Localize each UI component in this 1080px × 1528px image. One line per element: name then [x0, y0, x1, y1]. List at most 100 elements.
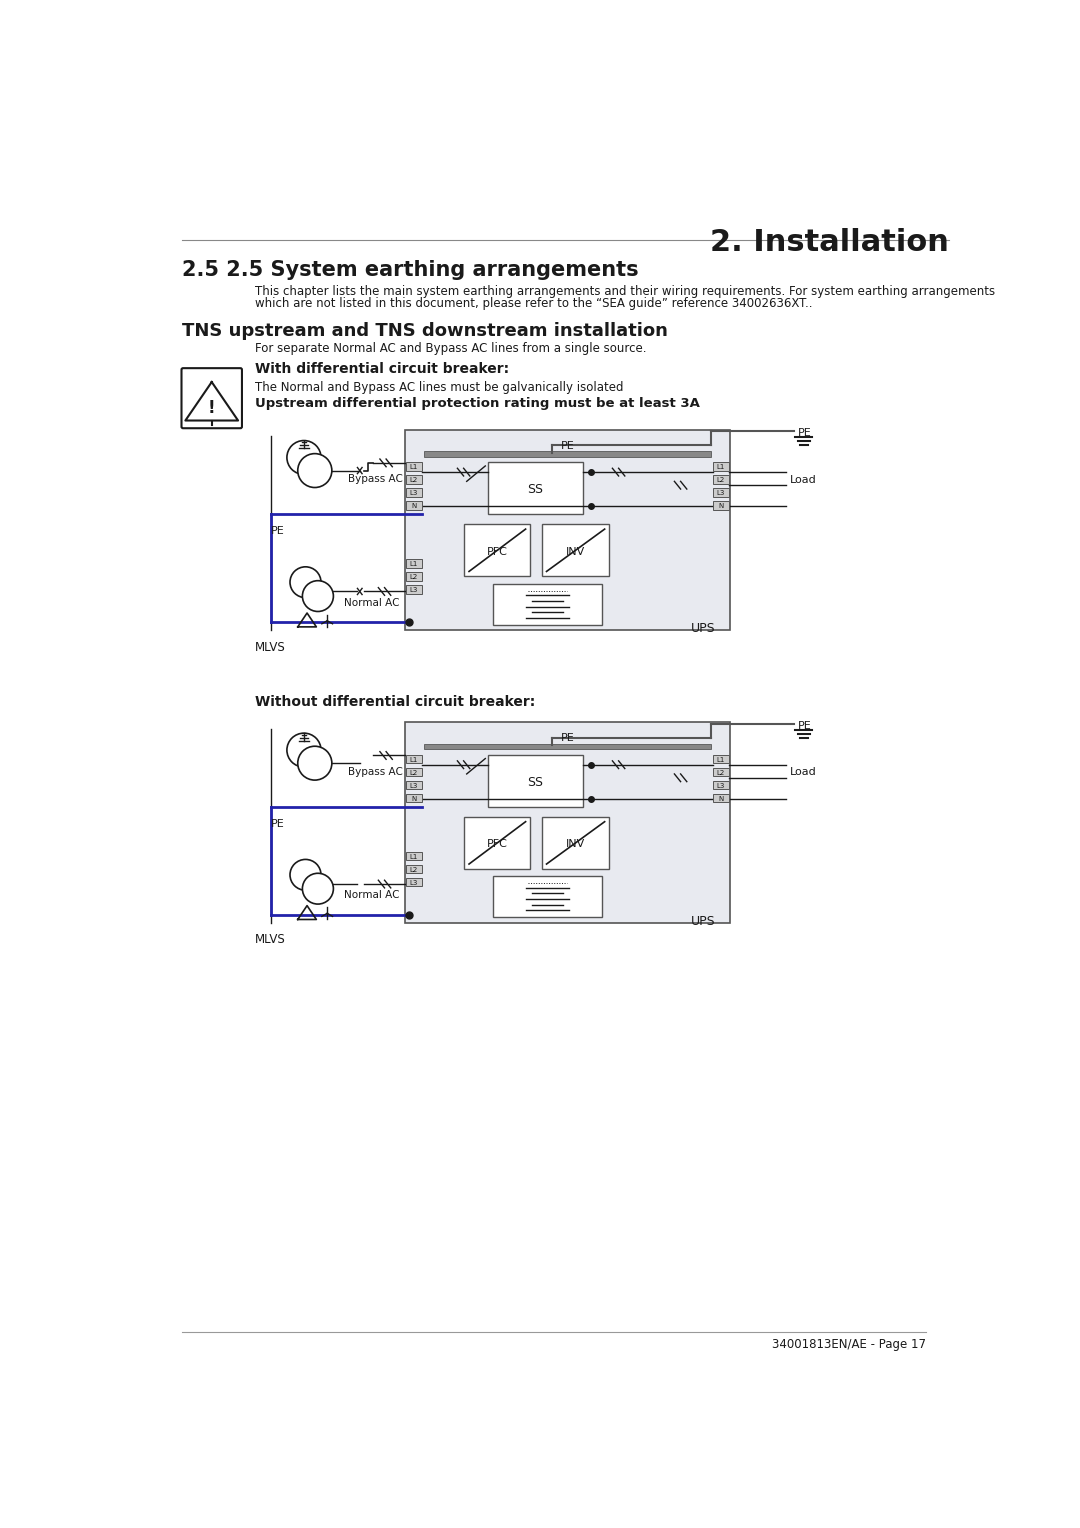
Bar [406, 571, 422, 581]
Bar [713, 475, 729, 484]
Circle shape [302, 581, 334, 611]
Bar [713, 501, 729, 510]
Text: Bypass AC: Bypass AC [348, 474, 403, 484]
Text: The Normal and Bypass AC lines must be galvanically isolated: The Normal and Bypass AC lines must be g… [255, 382, 623, 394]
Text: L3: L3 [409, 782, 418, 788]
Text: PE: PE [271, 526, 284, 536]
Text: L1: L1 [409, 561, 418, 567]
Text: L3: L3 [409, 587, 418, 593]
Text: L1: L1 [717, 465, 725, 471]
Text: UPS: UPS [691, 622, 715, 636]
Text: L1: L1 [409, 465, 418, 471]
Bar [488, 461, 583, 515]
Bar [406, 879, 422, 886]
Bar [406, 755, 422, 762]
Bar [405, 723, 730, 923]
Text: L1: L1 [409, 854, 418, 860]
Text: Load: Load [789, 475, 816, 484]
Bar [464, 524, 530, 576]
Text: Without differential circuit breaker:: Without differential circuit breaker: [255, 695, 536, 709]
Text: L2: L2 [410, 770, 418, 776]
Text: L1: L1 [717, 756, 725, 762]
Circle shape [291, 859, 321, 891]
Bar [406, 767, 422, 776]
Bar [405, 429, 730, 630]
Text: L3: L3 [717, 782, 725, 788]
Text: PE: PE [798, 428, 811, 439]
Text: Normal AC: Normal AC [343, 597, 400, 608]
Bar [713, 767, 729, 776]
Text: L3: L3 [717, 490, 725, 497]
Text: 2. Installation: 2. Installation [710, 228, 948, 257]
Text: MLVS: MLVS [255, 640, 286, 654]
Text: SS: SS [527, 483, 543, 497]
Polygon shape [186, 382, 238, 420]
Bar [542, 524, 609, 576]
Circle shape [302, 874, 334, 905]
Circle shape [298, 746, 332, 781]
Text: MLVS: MLVS [255, 934, 286, 946]
Text: N: N [718, 796, 724, 802]
Bar [406, 559, 422, 567]
Bar [713, 755, 729, 762]
Text: L2: L2 [717, 477, 725, 483]
Bar [406, 489, 422, 497]
Bar [406, 851, 422, 860]
Text: L1: L1 [409, 756, 418, 762]
Text: !: ! [208, 399, 216, 417]
Bar [424, 744, 711, 749]
Bar [424, 451, 711, 457]
Text: PE: PE [561, 440, 575, 451]
Text: L2: L2 [410, 866, 418, 872]
Bar [494, 584, 602, 625]
Text: N: N [411, 503, 417, 509]
Bar [464, 817, 530, 868]
Text: PE: PE [798, 721, 811, 730]
Text: For separate Normal AC and Bypass AC lines from a single source.: For separate Normal AC and Bypass AC lin… [255, 342, 647, 354]
Text: N: N [718, 503, 724, 509]
Circle shape [291, 567, 321, 597]
Bar [406, 585, 422, 594]
Bar [713, 795, 729, 802]
Text: TNS upstream and TNS downstream installation: TNS upstream and TNS downstream installa… [181, 322, 667, 339]
Text: L3: L3 [409, 880, 418, 886]
Text: UPS: UPS [691, 915, 715, 927]
Text: Load: Load [789, 767, 816, 778]
Text: PE: PE [561, 733, 575, 743]
Bar [406, 781, 422, 790]
Bar [713, 489, 729, 497]
Bar [406, 795, 422, 802]
Circle shape [298, 454, 332, 487]
Text: L2: L2 [410, 477, 418, 483]
Circle shape [287, 440, 321, 474]
Bar [713, 781, 729, 790]
Bar [542, 817, 609, 868]
Text: INV: INV [566, 839, 585, 850]
Text: 2.5 2.5 System earthing arrangements: 2.5 2.5 System earthing arrangements [181, 260, 638, 280]
Text: SS: SS [527, 776, 543, 788]
FancyBboxPatch shape [181, 368, 242, 428]
Bar [494, 877, 602, 917]
Text: L3: L3 [409, 490, 418, 497]
Bar [406, 475, 422, 484]
Text: N: N [411, 796, 417, 802]
Bar [713, 461, 729, 471]
Text: PE: PE [271, 819, 284, 828]
Text: With differential circuit breaker:: With differential circuit breaker: [255, 362, 510, 376]
Text: Normal AC: Normal AC [343, 891, 400, 900]
Bar [406, 501, 422, 510]
Bar [488, 755, 583, 807]
Text: Upstream differential protection rating must be at least 3A: Upstream differential protection rating … [255, 397, 700, 411]
Bar [406, 461, 422, 471]
Text: PFC: PFC [487, 547, 508, 556]
Text: PFC: PFC [487, 839, 508, 850]
Text: This chapter lists the main system earthing arrangements and their wiring requir: This chapter lists the main system earth… [255, 286, 996, 298]
Bar [406, 865, 422, 874]
Text: Bypass AC: Bypass AC [348, 767, 403, 778]
Text: L2: L2 [717, 770, 725, 776]
Text: L2: L2 [410, 575, 418, 581]
Text: which are not listed in this document, please refer to the “SEA guide” reference: which are not listed in this document, p… [255, 298, 812, 310]
Text: 34001813EN/AE - Page 17: 34001813EN/AE - Page 17 [771, 1339, 926, 1351]
Circle shape [287, 733, 321, 767]
Text: INV: INV [566, 547, 585, 556]
